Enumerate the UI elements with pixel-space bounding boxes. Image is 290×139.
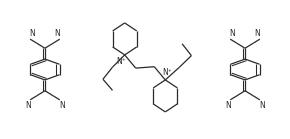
Text: N: N [25, 101, 31, 110]
Text: N: N [255, 29, 260, 38]
Text: N: N [59, 101, 65, 110]
Text: N: N [225, 101, 231, 110]
Text: N: N [230, 29, 235, 38]
Text: N⁺: N⁺ [162, 68, 172, 77]
Text: N⁺: N⁺ [116, 57, 126, 66]
Text: N: N [30, 29, 35, 38]
Text: N: N [55, 29, 60, 38]
Text: N: N [259, 101, 265, 110]
